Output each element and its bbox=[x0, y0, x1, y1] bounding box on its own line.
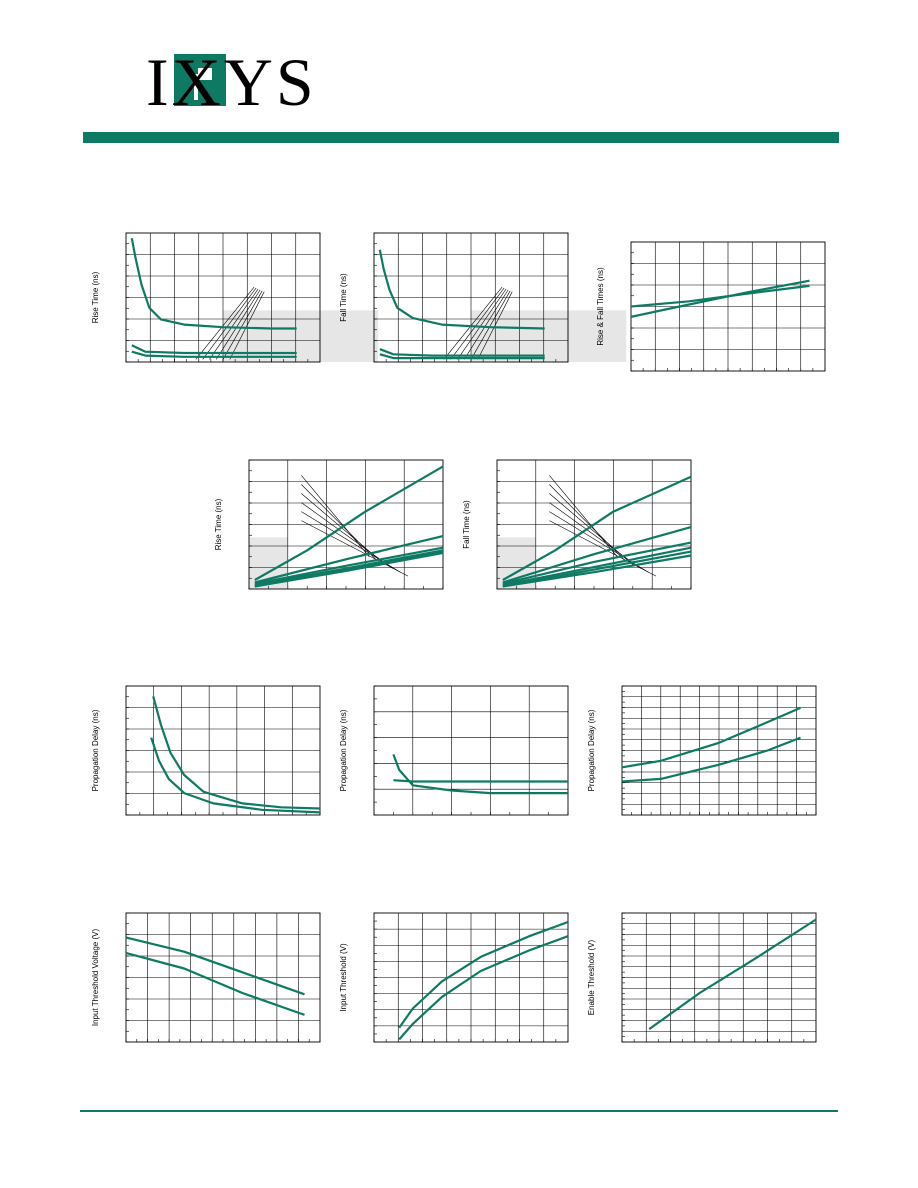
series-curve bbox=[502, 541, 692, 585]
guide-line bbox=[301, 520, 409, 577]
series-curve bbox=[254, 535, 444, 584]
series-curve bbox=[125, 951, 305, 1016]
series-curve bbox=[398, 920, 569, 1029]
chart-11: Enable Threshold (V) bbox=[587, 912, 817, 1043]
chart-6: Propagation Delay (ns) bbox=[91, 685, 321, 816]
header-divider-bar bbox=[83, 132, 839, 143]
guide-line bbox=[215, 289, 261, 360]
y-axis-label: Propagation Delay (ns) bbox=[91, 709, 100, 791]
chart-1: Rise Time (ns) bbox=[91, 232, 379, 363]
guide-line bbox=[549, 502, 641, 569]
guide-line bbox=[470, 290, 511, 360]
ixys-logo-text: IXYS bbox=[146, 44, 317, 120]
series-curve bbox=[379, 353, 545, 360]
series-curve bbox=[502, 546, 692, 587]
chart-3: Rise & Fall Times (ns) bbox=[596, 241, 826, 372]
chart-9: Input Threshold Voltage (V) bbox=[91, 912, 321, 1043]
series-curve bbox=[131, 350, 297, 358]
guide-line bbox=[463, 289, 509, 360]
series-curve bbox=[621, 736, 801, 783]
y-axis-label: Enable Threshold (V) bbox=[587, 939, 596, 1015]
series-curve bbox=[254, 546, 444, 585]
guide-line bbox=[549, 520, 657, 577]
series-curve bbox=[152, 696, 321, 810]
guide-line bbox=[450, 287, 505, 360]
ixys-logo-mark bbox=[174, 54, 226, 106]
series-curve bbox=[392, 754, 568, 795]
series-curve bbox=[502, 526, 692, 584]
guide-line bbox=[195, 286, 255, 360]
y-axis-label: Propagation Delay (ns) bbox=[587, 709, 596, 791]
guide-line bbox=[477, 291, 513, 360]
series-curve bbox=[378, 249, 545, 330]
y-axis-label: Rise & Fall Times (ns) bbox=[596, 267, 605, 346]
chart-7: Propagation Delay (ns) bbox=[339, 685, 569, 816]
series-curve bbox=[125, 936, 305, 996]
series-curve bbox=[630, 279, 810, 318]
y-axis-label: Rise Time (ns) bbox=[214, 498, 223, 550]
guide-line bbox=[443, 286, 503, 360]
chart-8: Propagation Delay (ns) bbox=[587, 685, 817, 816]
series-curve bbox=[131, 344, 297, 355]
series-curve bbox=[254, 549, 444, 587]
guide-line bbox=[229, 291, 265, 360]
series-curve bbox=[379, 348, 545, 357]
chart-5: Fall Time (ns) bbox=[462, 459, 692, 590]
plot-frame bbox=[373, 685, 569, 816]
y-axis-label: Fall Time (ns) bbox=[339, 273, 348, 322]
series-curve bbox=[621, 706, 801, 769]
series-curve bbox=[502, 475, 692, 581]
guide-line bbox=[301, 502, 393, 569]
series-curve bbox=[393, 779, 568, 783]
chart-4: Rise Time (ns) bbox=[214, 459, 444, 590]
series-curve bbox=[254, 551, 444, 588]
y-axis-label: Fall Time (ns) bbox=[462, 500, 471, 549]
series-curve bbox=[630, 284, 810, 308]
guide-line bbox=[209, 288, 259, 360]
guide-line bbox=[222, 290, 263, 360]
guide-line bbox=[202, 287, 257, 360]
chart-2: Fall Time (ns) bbox=[339, 232, 627, 363]
y-axis-label: Rise Time (ns) bbox=[91, 271, 100, 323]
y-axis-label: Input Threshold (V) bbox=[339, 943, 348, 1012]
series-curve bbox=[398, 935, 569, 1041]
guide-line bbox=[457, 288, 507, 360]
series-curve bbox=[254, 465, 444, 581]
series-curve bbox=[502, 554, 692, 588]
footer-divider-rule bbox=[80, 1110, 838, 1112]
series-curve bbox=[648, 918, 817, 1030]
chart-10: Input Threshold (V) bbox=[339, 912, 569, 1043]
series-curve bbox=[150, 737, 321, 814]
y-axis-label: Input Threshold Voltage (V) bbox=[91, 929, 100, 1027]
series-curve bbox=[130, 237, 297, 330]
y-axis-label: Propagation Delay (ns) bbox=[339, 709, 348, 791]
